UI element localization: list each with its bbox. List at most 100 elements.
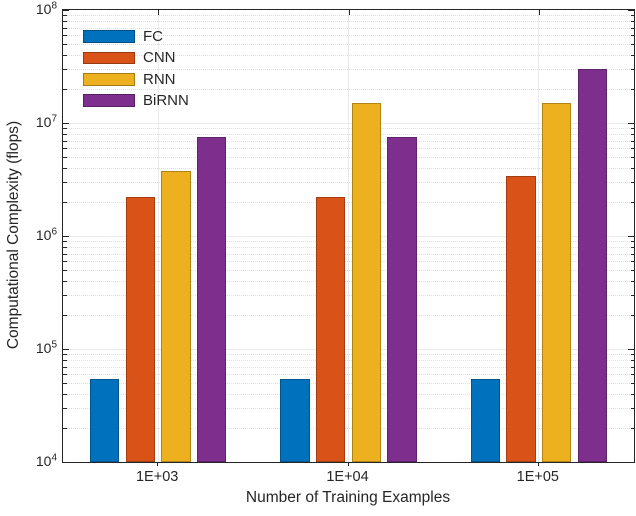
y-minor-tick [63, 241, 67, 243]
y-minor-tick [630, 261, 634, 263]
y-major-tick [628, 123, 634, 124]
y-minor-tick [63, 88, 67, 90]
x-top-tick [158, 10, 160, 15]
y-minor-tick [63, 157, 67, 159]
y-minor-tick [63, 148, 67, 150]
y-tick-label: 108 [35, 0, 57, 17]
x-tick-label: 1E+03 [135, 469, 179, 485]
x-tick-label: 1E+04 [326, 469, 369, 485]
bar-FC-1E+04 [280, 379, 310, 462]
y-minor-tick [63, 167, 67, 169]
legend-item: FC [83, 28, 189, 45]
legend-swatch-RNN [83, 73, 135, 86]
legend-label: RNN [143, 70, 176, 88]
legend-label: BiRNN [143, 92, 189, 110]
y-minor-tick [63, 314, 67, 316]
y-minor-tick [630, 374, 634, 376]
y-major-tick [628, 462, 634, 463]
bar-CNN-1E+05 [506, 175, 536, 462]
y-minor-tick [63, 383, 67, 385]
y-minor-tick [63, 253, 67, 255]
y-minor-tick [630, 201, 634, 203]
y-major-tick [63, 123, 69, 124]
y-major-tick [628, 349, 634, 350]
x-bottom-tick [157, 462, 159, 466]
x-bottom-tick [537, 462, 539, 466]
y-minor-tick [63, 366, 67, 368]
legend: FC CNN RNN BiRNN [83, 28, 189, 116]
y-minor-tick [63, 27, 67, 29]
y-minor-tick [630, 69, 634, 71]
legend-item: CNN [83, 49, 189, 67]
y-tick-label: 105 [35, 339, 57, 356]
y-minor-tick [630, 35, 634, 37]
y-minor-tick [630, 20, 634, 22]
y-minor-tick [630, 44, 634, 46]
y-minor-tick [63, 54, 67, 56]
legend-label: FC [143, 28, 163, 45]
x-bottom-tick [347, 462, 349, 466]
y-major-tick [628, 236, 634, 237]
x-top-tick [348, 10, 350, 15]
y-minor-tick [63, 270, 67, 272]
x-gridline [157, 10, 159, 462]
y-minor-tick [630, 157, 634, 159]
bar-FC-1E+03 [89, 379, 120, 462]
y-minor-tick [63, 427, 67, 429]
y-major-tick [63, 236, 69, 237]
y-minor-tick [63, 261, 67, 263]
y-minor-tick [630, 246, 634, 248]
y-tick-label: 106 [35, 226, 57, 243]
y-minor-tick [630, 383, 634, 385]
y-minor-tick [63, 374, 67, 376]
x-tick-label: 1E+05 [516, 469, 559, 485]
y-minor-tick [63, 20, 67, 22]
y-minor-tick [63, 182, 67, 184]
y-minor-tick [63, 354, 67, 356]
y-minor-tick [63, 280, 67, 282]
y-minor-tick [630, 354, 634, 356]
bar-RNN-1E+03 [161, 171, 191, 462]
y-minor-tick [630, 241, 634, 243]
bar-CNN-1E+03 [125, 197, 156, 462]
y-major-tick [628, 10, 634, 11]
y-minor-tick [630, 15, 634, 17]
bar-BiRNN-1E+05 [577, 69, 608, 462]
bar-CNN-1E+04 [315, 197, 346, 462]
y-minor-tick [63, 295, 67, 297]
legend-item: BiRNN [83, 92, 189, 110]
y-minor-tick [63, 393, 67, 395]
bar-BiRNN-1E+04 [387, 137, 417, 462]
legend-swatch-CNN [83, 51, 135, 65]
y-minor-tick [630, 148, 634, 150]
y-minor-tick [63, 128, 67, 130]
x-axis-label: Number of Training Examples [245, 489, 451, 506]
y-major-tick [63, 349, 69, 350]
y-minor-tick [630, 366, 634, 368]
y-minor-tick [630, 27, 634, 29]
y-minor-tick [630, 182, 634, 184]
legend-swatch-BiRNN [83, 94, 135, 107]
y-minor-tick [63, 359, 67, 361]
bar-RNN-1E+04 [351, 103, 382, 462]
x-gridline [348, 10, 349, 462]
bar-BiRNN-1E+03 [196, 137, 227, 462]
y-minor-tick [63, 133, 67, 135]
y-minor-tick [630, 128, 634, 130]
y-major-tick [63, 10, 69, 11]
legend-label: CNN [143, 49, 176, 67]
y-minor-tick [630, 54, 634, 56]
y-minor-tick [63, 69, 67, 71]
y-minor-tick [630, 408, 634, 410]
plot-area [62, 9, 635, 463]
y-minor-tick [630, 359, 634, 361]
y-minor-tick [630, 270, 634, 272]
y-minor-tick [63, 44, 67, 46]
legend-swatch-FC [83, 30, 135, 43]
y-minor-tick [630, 427, 634, 429]
y-minor-tick [630, 393, 634, 395]
x-gridline [538, 10, 540, 462]
y-minor-tick [63, 246, 67, 248]
y-minor-tick [630, 280, 634, 282]
